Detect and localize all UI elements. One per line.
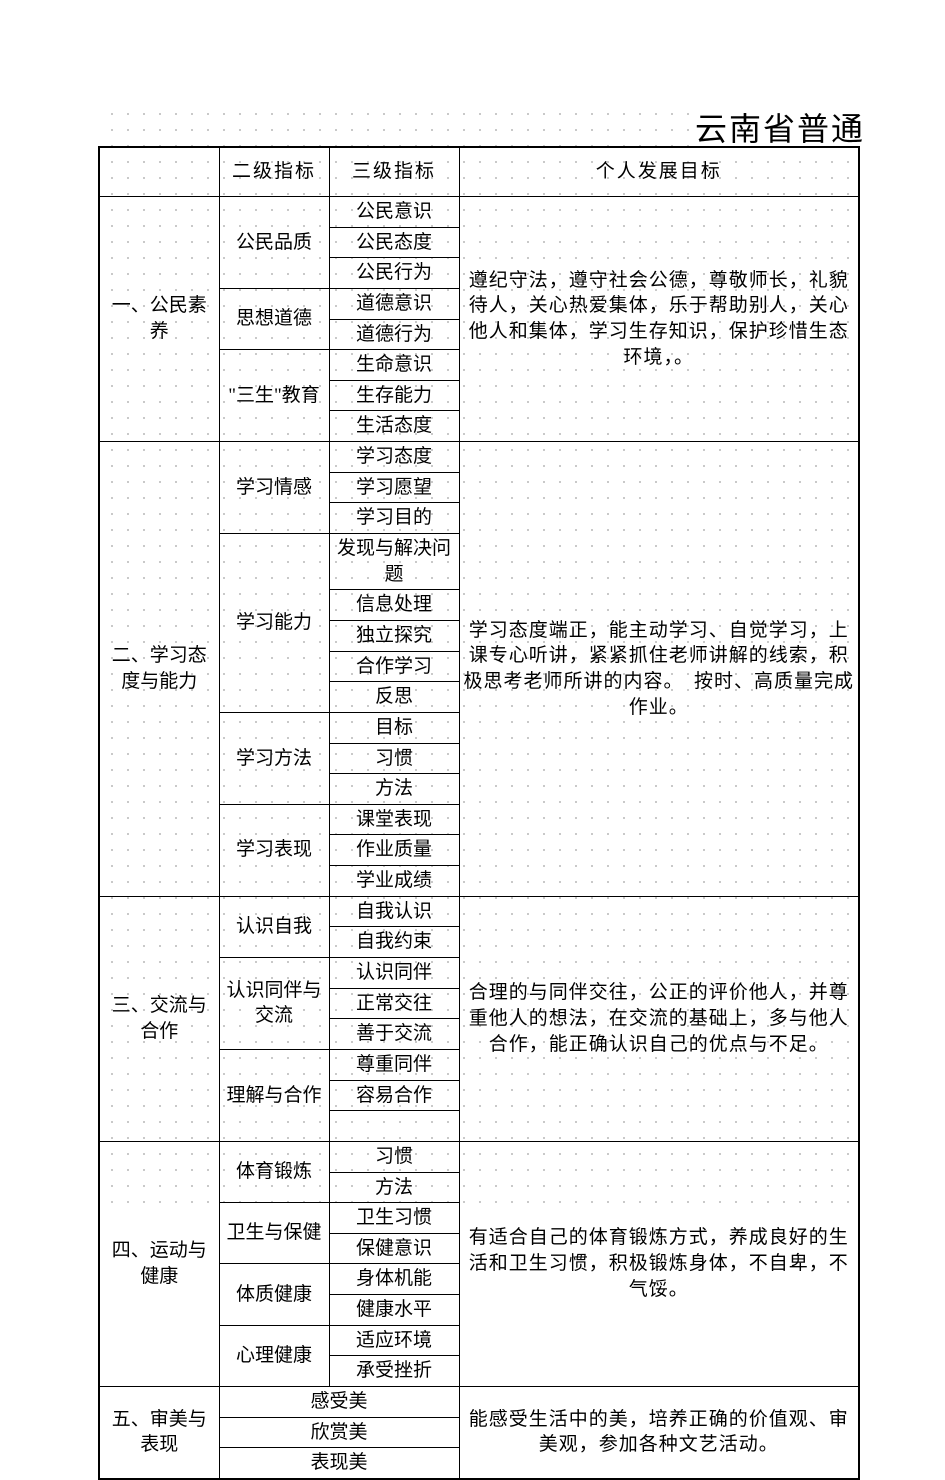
section-4-l2-3: 体质健康 <box>219 1264 329 1325</box>
table-row: 四、运动与健康 体育锻炼 习惯 有适合自己的体育锻炼方式，养成良好的生活和卫生习… <box>99 1141 859 1172</box>
section-2-l3-8: 反思 <box>329 682 459 713</box>
section-1-l2-2: 思想道德 <box>219 288 329 349</box>
section-3-l2-2: 认识同伴与交流 <box>219 958 329 1050</box>
section-2-l2-3: 学习方法 <box>219 712 329 804</box>
section-5-l2-2: 欣赏美 <box>219 1417 459 1448</box>
table-row: 三、交流与合作 认识自我 自我认识 合理的与同伴交往，公正的评价他人，并尊重他人… <box>99 896 859 927</box>
section-5-goal: 能感受生活中的美，培养正确的价值观、审美观，参加各种文艺活动。 <box>459 1386 859 1478</box>
section-2-l2-1: 学习情感 <box>219 442 329 534</box>
section-1-l3-8: 生活态度 <box>329 411 459 442</box>
section-4-label: 四、运动与健康 <box>99 1141 219 1386</box>
section-1-l3-2: 公民态度 <box>329 227 459 258</box>
section-3-l3-4: 正常交往 <box>329 988 459 1019</box>
section-4-goal: 有适合自己的体育锻炼方式，养成良好的生活和卫生习惯，积极锻炼身体，不自卑，不气馁… <box>459 1141 859 1386</box>
section-5-l2-3: 表现美 <box>219 1448 459 1479</box>
section-4-l3-4: 保健意识 <box>329 1233 459 1264</box>
section-2-l2-2: 学习能力 <box>219 534 329 713</box>
section-4-l3-8: 承受挫折 <box>329 1356 459 1387</box>
header-col1 <box>99 147 219 197</box>
header-col2: 二级指标 <box>219 147 329 197</box>
evaluation-table: 二级指标 三级指标 个人发展目标 一、公民素养 公民品质 公民意识 遵纪守法，遵… <box>98 146 860 1480</box>
page: 云南省普通 二级指标 三级指标 个人发展目标 一、公民素养 公民品质 公民意识 … <box>0 0 945 1338</box>
section-2-l2-4: 学习表现 <box>219 804 329 896</box>
section-2-l3-1: 学习态度 <box>329 442 459 473</box>
section-4-l2-4: 心理健康 <box>219 1325 329 1386</box>
section-4-l3-3: 卫生习惯 <box>329 1203 459 1234</box>
section-5-l2-1: 感受美 <box>219 1386 459 1417</box>
section-4-l2-1: 体育锻炼 <box>219 1141 329 1202</box>
section-2-l3-14: 学业成绩 <box>329 866 459 897</box>
section-4-l3-1: 习惯 <box>329 1141 459 1172</box>
section-1-l3-6: 生命意识 <box>329 350 459 381</box>
section-3-l3-1: 自我认识 <box>329 896 459 927</box>
section-3-l3-5: 善于交流 <box>329 1019 459 1050</box>
section-1-l2-3: "三生"教育 <box>219 350 329 442</box>
section-3-l2-3: 理解与合作 <box>219 1049 329 1141</box>
section-2-l3-12: 课堂表现 <box>329 804 459 835</box>
section-3-l3-3: 认识同伴 <box>329 958 459 989</box>
section-1-label: 一、公民素养 <box>99 197 219 442</box>
section-3-l3-blank <box>329 1111 459 1142</box>
section-2-l3-3: 学习目的 <box>329 503 459 534</box>
section-5-label: 五、审美与表现 <box>99 1386 219 1478</box>
table-header-row: 二级指标 三级指标 个人发展目标 <box>99 147 859 197</box>
section-3-l3-7: 容易合作 <box>329 1080 459 1111</box>
section-4-l3-2: 方法 <box>329 1172 459 1203</box>
section-4-l3-7: 适应环境 <box>329 1325 459 1356</box>
table-row: 五、审美与表现 感受美 能感受生活中的美，培养正确的价值观、审美观，参加各种文艺… <box>99 1386 859 1417</box>
section-4-l3-5: 身体机能 <box>329 1264 459 1295</box>
section-2-l3-2: 学习愿望 <box>329 472 459 503</box>
section-1-l3-4: 道德意识 <box>329 288 459 319</box>
header-col3: 三级指标 <box>329 147 459 197</box>
section-1-l3-5: 道德行为 <box>329 319 459 350</box>
section-2-l3-5: 信息处理 <box>329 590 459 621</box>
section-1-l3-3: 公民行为 <box>329 258 459 289</box>
section-2-goal: 学习态度端正，能主动学习、自觉学习，上课专心听讲，紧紧抓住老师讲解的线索，积极思… <box>459 442 859 897</box>
table-row: 一、公民素养 公民品质 公民意识 遵纪守法，遵守社会公德，尊敬师长，礼貌待人，关… <box>99 197 859 228</box>
section-4-l2-2: 卫生与保健 <box>219 1203 329 1264</box>
header-col4: 个人发展目标 <box>459 147 859 197</box>
section-4-l3-6: 健康水平 <box>329 1295 459 1326</box>
section-1-l2-1: 公民品质 <box>219 197 329 289</box>
section-3-l2-1: 认识自我 <box>219 896 329 957</box>
section-2-l3-9: 目标 <box>329 712 459 743</box>
section-1-goal: 遵纪守法，遵守社会公德，尊敬师长，礼貌待人，关心热爱集体，乐于帮助别人，关心他人… <box>459 197 859 442</box>
section-2-l3-11: 方法 <box>329 774 459 805</box>
section-2-l3-10: 习惯 <box>329 743 459 774</box>
section-2-l3-7: 合作学习 <box>329 651 459 682</box>
table-row: 二、学习态度与能力 学习情感 学习态度 学习态度端正，能主动学习、自觉学习，上课… <box>99 442 859 473</box>
section-3-l3-6: 尊重同伴 <box>329 1049 459 1080</box>
section-2-l3-6: 独立探究 <box>329 620 459 651</box>
section-1-l3-7: 生存能力 <box>329 380 459 411</box>
page-title: 云南省普通 <box>689 104 865 150</box>
section-2-label: 二、学习态度与能力 <box>99 442 219 897</box>
section-3-goal: 合理的与同伴交往，公正的评价他人，并尊重他人的想法，在交流的基础上，多与他人合作… <box>459 896 859 1141</box>
section-2-l3-4: 发现与解决问题 <box>329 534 459 590</box>
section-3-label: 三、交流与合作 <box>99 896 219 1141</box>
section-1-l3-1: 公民意识 <box>329 197 459 228</box>
section-3-l3-2: 自我约束 <box>329 927 459 958</box>
section-2-l3-13: 作业质量 <box>329 835 459 866</box>
